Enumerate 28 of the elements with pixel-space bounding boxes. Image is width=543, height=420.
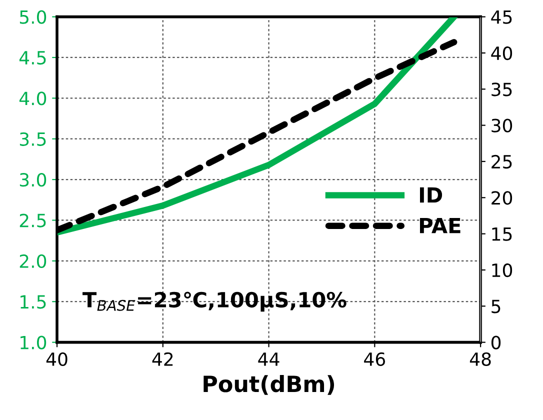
y2-tick-label: 20 [492,191,512,205]
y-tick-label: 2.5 [20,214,46,228]
y-tick-label: 3.5 [20,132,46,146]
legend-label: ID [420,187,442,203]
x-tick-label: 44 [258,352,280,366]
y-tick-label: 3.0 [20,173,46,187]
y2-tick-label: 10 [492,263,512,278]
legend-label: PAE [420,218,460,234]
y2-tick-label: 5 [492,300,500,314]
y-tick-label: 2.0 [20,254,46,268]
x-tick-label: 42 [152,352,173,366]
y-tick-label: 1.5 [20,295,46,309]
y-tick-label: 5.0 [20,10,46,24]
y2-tick-label: 45 [491,10,512,24]
y-tick-label: 1.0 [20,336,46,350]
x-tick-label: 46 [364,352,386,366]
y2-tick-label: 40 [491,46,512,60]
x-tick-label: 48 [470,352,491,366]
y2-tick-label: 35 [492,82,512,96]
x-tick-label: 40 [46,352,68,366]
y2-tick-label: 0 [491,336,501,350]
y-tick-label: 4.5 [19,51,46,65]
y2-tick-label: 15 [492,227,512,241]
y2-tick-label: 25 [492,154,512,169]
annotation: T$_{BASE}$=23℃,100µS,10% [82,292,346,312]
y-tick-label: 4.0 [19,92,46,106]
y2-tick-label: 30 [492,118,512,132]
x-axis-title: Pout(dBm) [204,375,334,395]
